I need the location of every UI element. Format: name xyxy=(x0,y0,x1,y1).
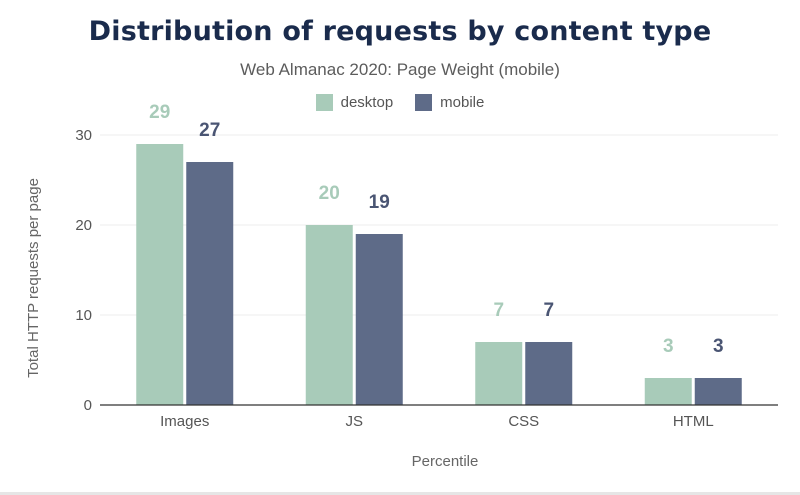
bar-desktop-css[interactable] xyxy=(475,342,523,405)
bar-desktop-images[interactable] xyxy=(136,144,184,405)
axes: 0 10 20 30 Images JS CSS HTML xyxy=(75,127,778,430)
x-tick-label-css: CSS xyxy=(508,413,539,430)
data-label-desktop-images: 29 xyxy=(149,102,170,123)
y-tick-label-0: 0 xyxy=(84,397,92,414)
bar-desktop-html[interactable] xyxy=(644,378,692,405)
bar-mobile-js[interactable] xyxy=(355,234,403,405)
data-label-desktop-html: 3 xyxy=(663,336,674,357)
bars xyxy=(136,144,742,405)
legend-swatch-desktop xyxy=(315,94,333,111)
x-tick-label-html: HTML xyxy=(673,413,714,430)
data-label-mobile-images: 27 xyxy=(199,120,220,141)
data-label-mobile-html: 3 xyxy=(713,336,724,357)
data-label-desktop-css: 7 xyxy=(493,300,504,321)
chart-title: Distribution of requests by content type xyxy=(88,16,712,47)
data-labels: 29 27 20 19 7 7 3 3 xyxy=(149,102,723,357)
legend-item-desktop[interactable]: desktop xyxy=(315,94,394,111)
bottom-rule xyxy=(0,492,800,495)
bar-desktop-js[interactable] xyxy=(305,225,353,405)
legend-label-desktop: desktop xyxy=(340,94,394,111)
bar-mobile-html[interactable] xyxy=(694,378,742,405)
legend-item-mobile[interactable]: mobile xyxy=(415,94,484,111)
legend: desktop mobile xyxy=(0,94,800,111)
y-tick-label-10: 10 xyxy=(75,307,92,324)
chart-subtitle: Web Almanac 2020: Page Weight (mobile) xyxy=(240,60,560,79)
x-axis-title: Percentile xyxy=(412,453,479,470)
bar-mobile-images[interactable] xyxy=(186,162,234,405)
data-label-mobile-css: 7 xyxy=(543,300,554,321)
data-label-mobile-js: 19 xyxy=(369,192,390,213)
y-tick-label-20: 20 xyxy=(75,217,92,234)
legend-label-mobile: mobile xyxy=(440,94,485,111)
x-tick-label-images: Images xyxy=(160,413,209,430)
data-label-desktop-js: 20 xyxy=(319,183,340,204)
x-tick-label-js: JS xyxy=(345,413,363,430)
bar-mobile-css[interactable] xyxy=(525,342,573,405)
y-tick-label-30: 30 xyxy=(75,127,92,144)
y-axis-title: Total HTTP requests per page xyxy=(25,178,42,378)
legend-swatch-mobile xyxy=(415,94,433,111)
